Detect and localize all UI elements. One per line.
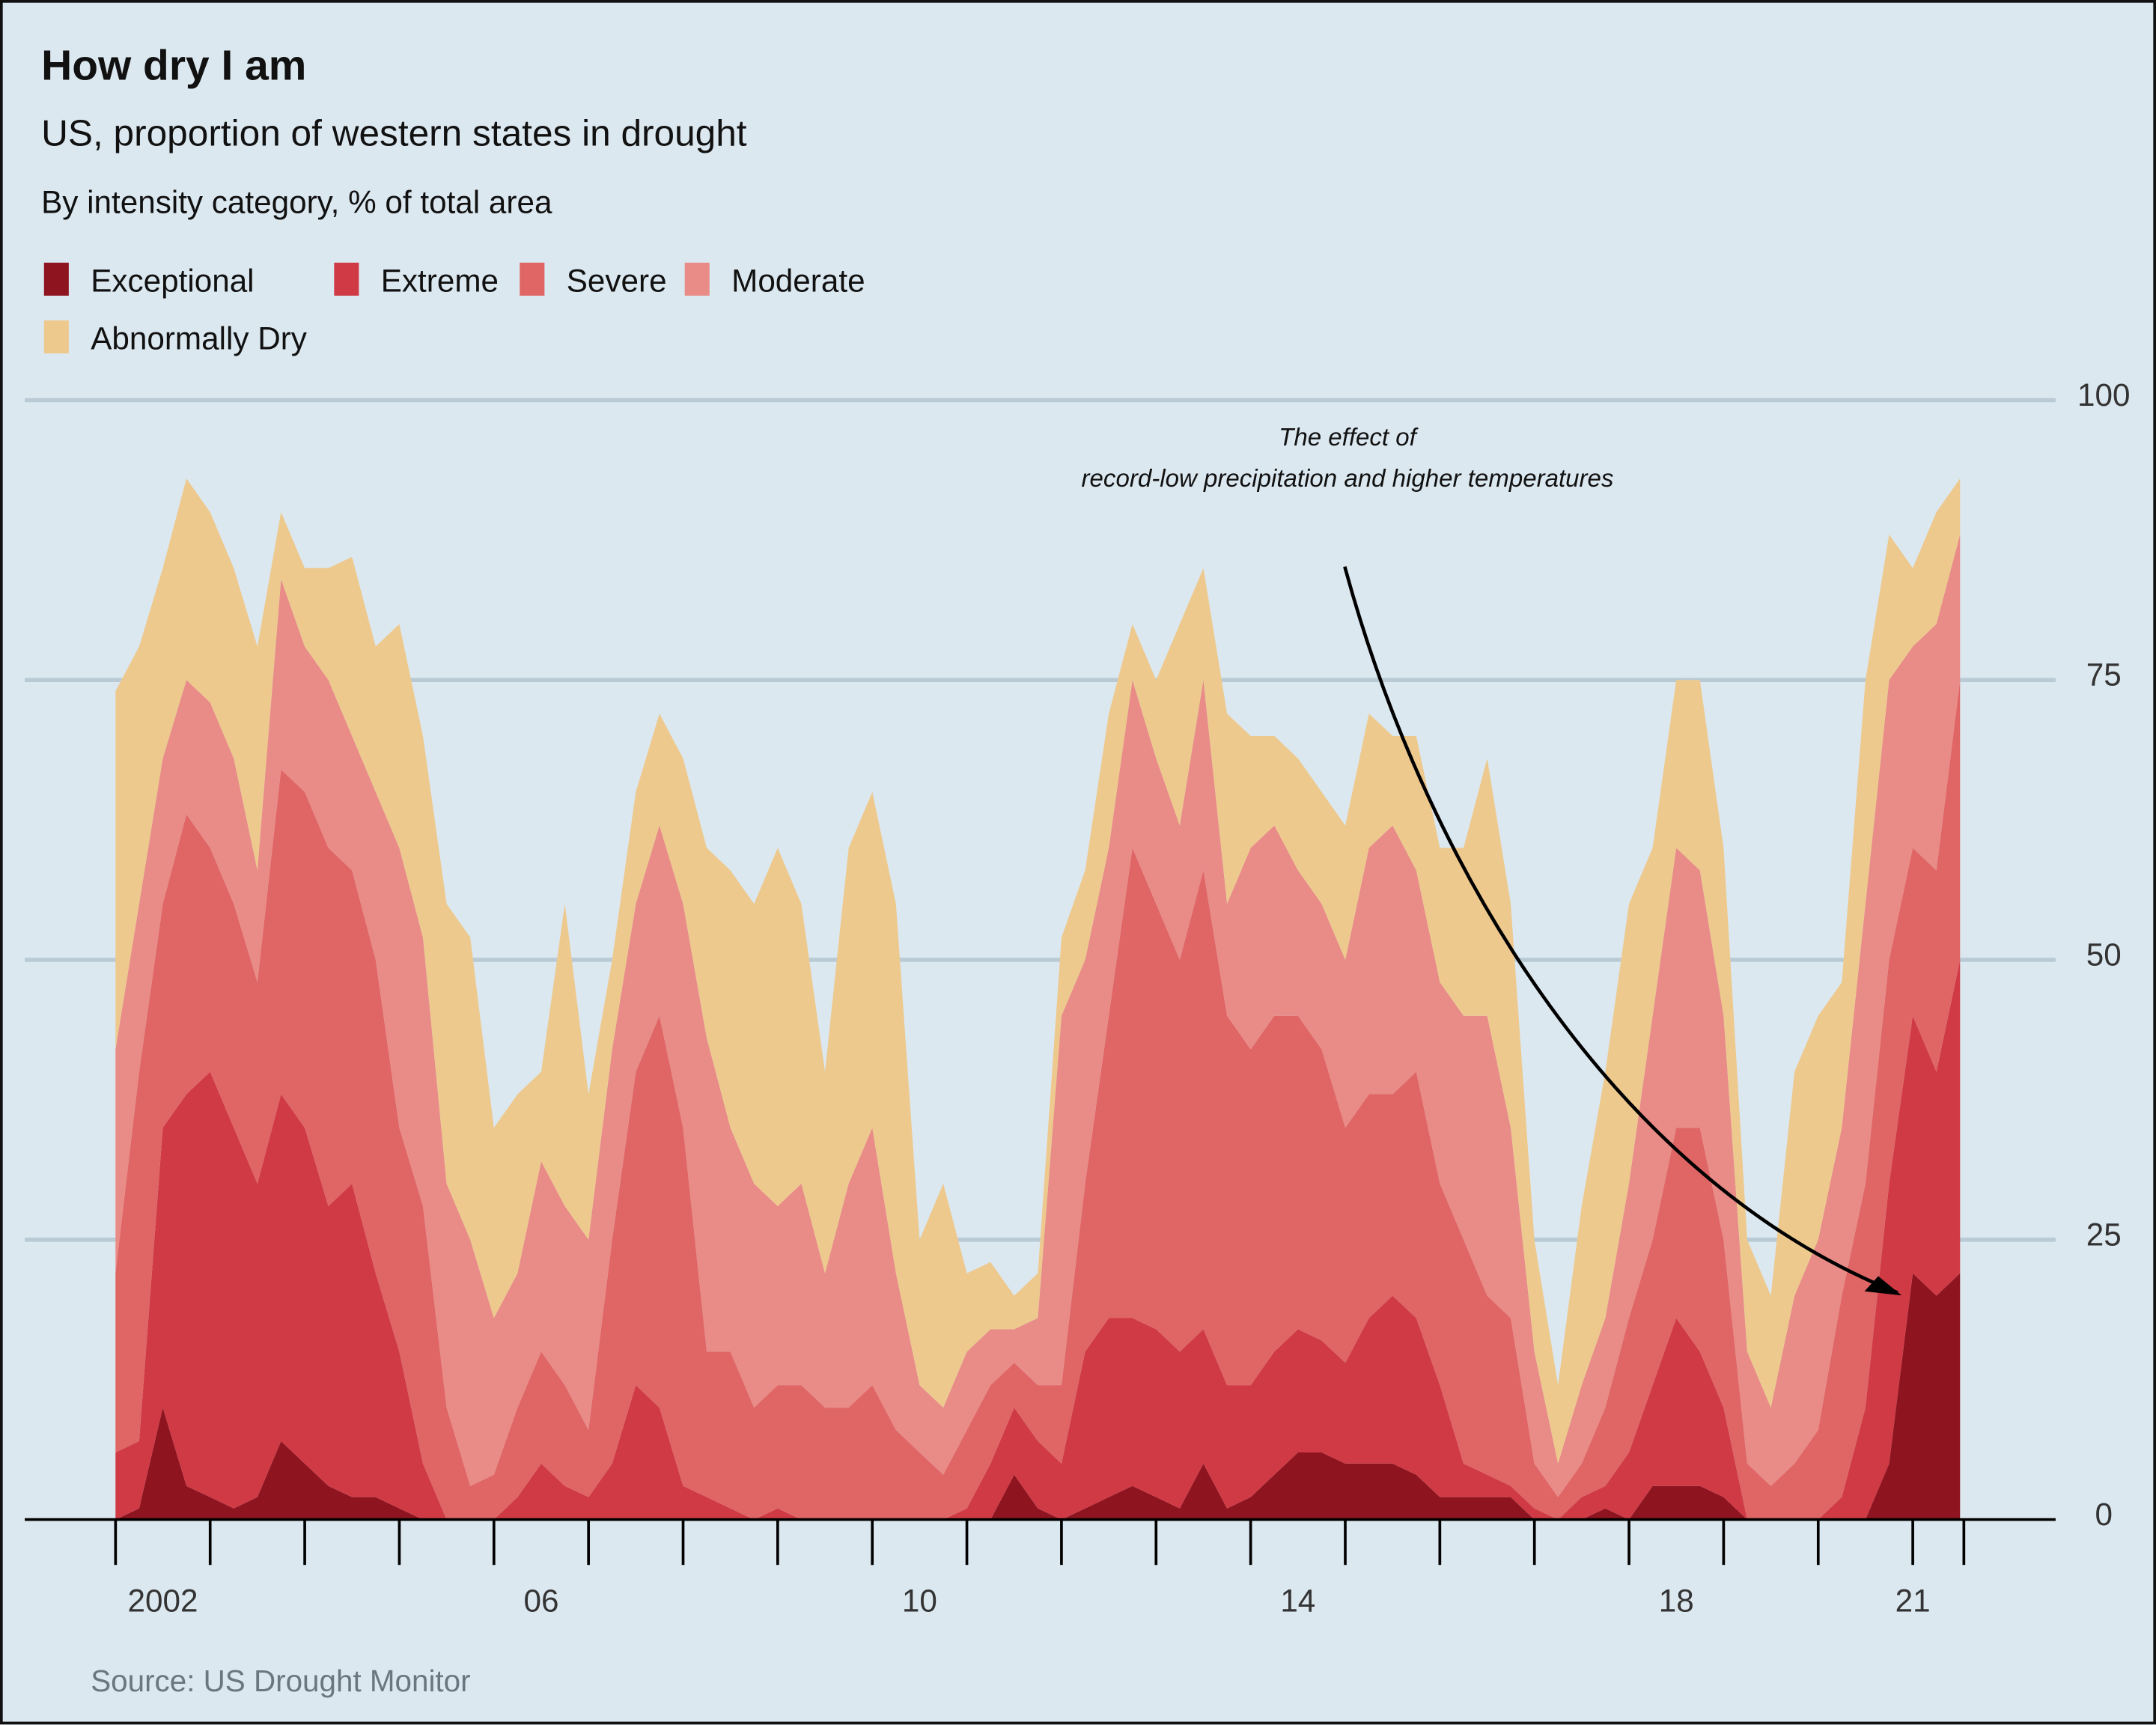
- annotation: The effect of: [1279, 424, 1419, 451]
- area: [115, 680, 1961, 1520]
- y-tick-label: 75: [2086, 657, 2122, 693]
- plot-area: 0 25 50 75 100 2002 06 10 14 18 21: [25, 377, 2130, 1619]
- y-tick-label: 100: [2077, 377, 2130, 413]
- y-tick-label: 50: [2086, 937, 2122, 973]
- area: [115, 1273, 1961, 1520]
- legend-swatch: [43, 320, 69, 354]
- x-tick-label: 18: [1659, 1583, 1694, 1619]
- legend-label: Moderate: [731, 263, 865, 298]
- area: [115, 478, 1961, 1464]
- legend-swatch: [334, 262, 359, 296]
- annotation-arrow: [1343, 566, 1898, 1294]
- legend-label: Exceptional: [91, 263, 254, 298]
- legend-swatch: [684, 262, 710, 296]
- x-tick-label: 21: [1895, 1583, 1931, 1619]
- chart-subtitle: US, proportion of western states in drou…: [41, 112, 747, 154]
- chart-subtitle-2: By intensity category, % of total area: [41, 185, 552, 220]
- chart-title: How dry I am: [41, 42, 306, 90]
- annotation: record-low precipitation and higher temp…: [1082, 465, 1614, 493]
- source: Source: US Drought Monitor: [91, 1664, 470, 1698]
- legend-label: Severe: [567, 263, 667, 298]
- y-tick-label: 25: [2086, 1217, 2122, 1252]
- x-tick-label: 2002: [128, 1583, 198, 1619]
- arrow-head: [1864, 1276, 1902, 1296]
- x-tick-label: 06: [523, 1583, 558, 1619]
- legend-label: Extreme: [381, 263, 499, 298]
- x-tick-label: 10: [902, 1583, 937, 1619]
- legend-swatch: [43, 262, 69, 296]
- x-tick-label: 14: [1280, 1583, 1315, 1619]
- area: [115, 534, 1961, 1497]
- y-tick-label: 0: [2095, 1497, 2113, 1532]
- legend-swatch: [520, 262, 545, 296]
- legend-label: Abnormally Dry: [91, 321, 308, 356]
